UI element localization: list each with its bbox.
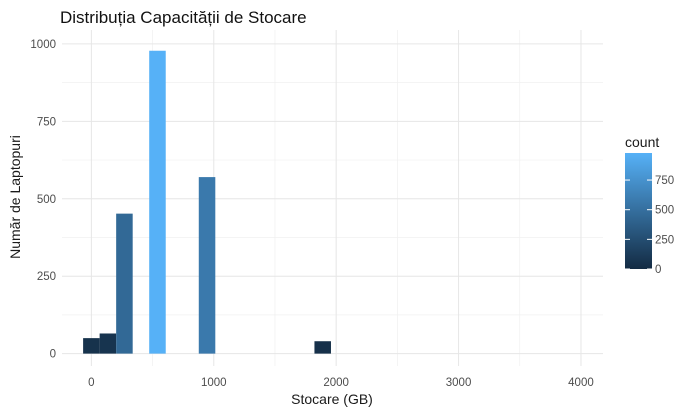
y-tick-label: 0	[50, 349, 56, 361]
legend-tick-label: 500	[655, 205, 674, 217]
chart-title: Distribuția Capacității de Stocare	[60, 8, 307, 27]
y-tick-label: 1000	[30, 39, 56, 51]
histogram-bar	[314, 341, 331, 354]
legend-ticks: 0 250 500 750	[625, 175, 674, 276]
legend-tick-label: 250	[655, 234, 674, 246]
legend-tick-label: 0	[655, 264, 661, 276]
histogram-bar	[116, 213, 133, 354]
y-tick-label: 750	[37, 116, 56, 128]
tick-labels: 0 1000 2000 3000 4000 0 250 500 750 1000	[30, 39, 593, 389]
grid	[62, 30, 603, 366]
x-tick-label: 0	[88, 377, 94, 389]
y-tick-label: 500	[37, 194, 56, 206]
histogram-bar	[149, 50, 166, 354]
histogram-bar	[99, 333, 117, 354]
x-tick-label: 4000	[568, 377, 594, 389]
legend: count 0 250 500 750	[625, 134, 674, 276]
bars	[83, 50, 331, 354]
x-tick-label: 3000	[446, 377, 472, 389]
y-axis-label: Număr de Laptopuri	[7, 135, 23, 259]
x-axis-label: Stocare (GB)	[291, 391, 373, 407]
y-tick-label: 250	[37, 271, 56, 283]
histogram-bar	[83, 338, 100, 354]
x-tick-label: 1000	[201, 377, 227, 389]
legend-title: count	[625, 134, 659, 150]
x-tick-label: 2000	[323, 377, 349, 389]
legend-colorbar	[625, 153, 652, 269]
legend-tick-label: 750	[655, 175, 674, 187]
histogram-bar	[198, 177, 216, 354]
